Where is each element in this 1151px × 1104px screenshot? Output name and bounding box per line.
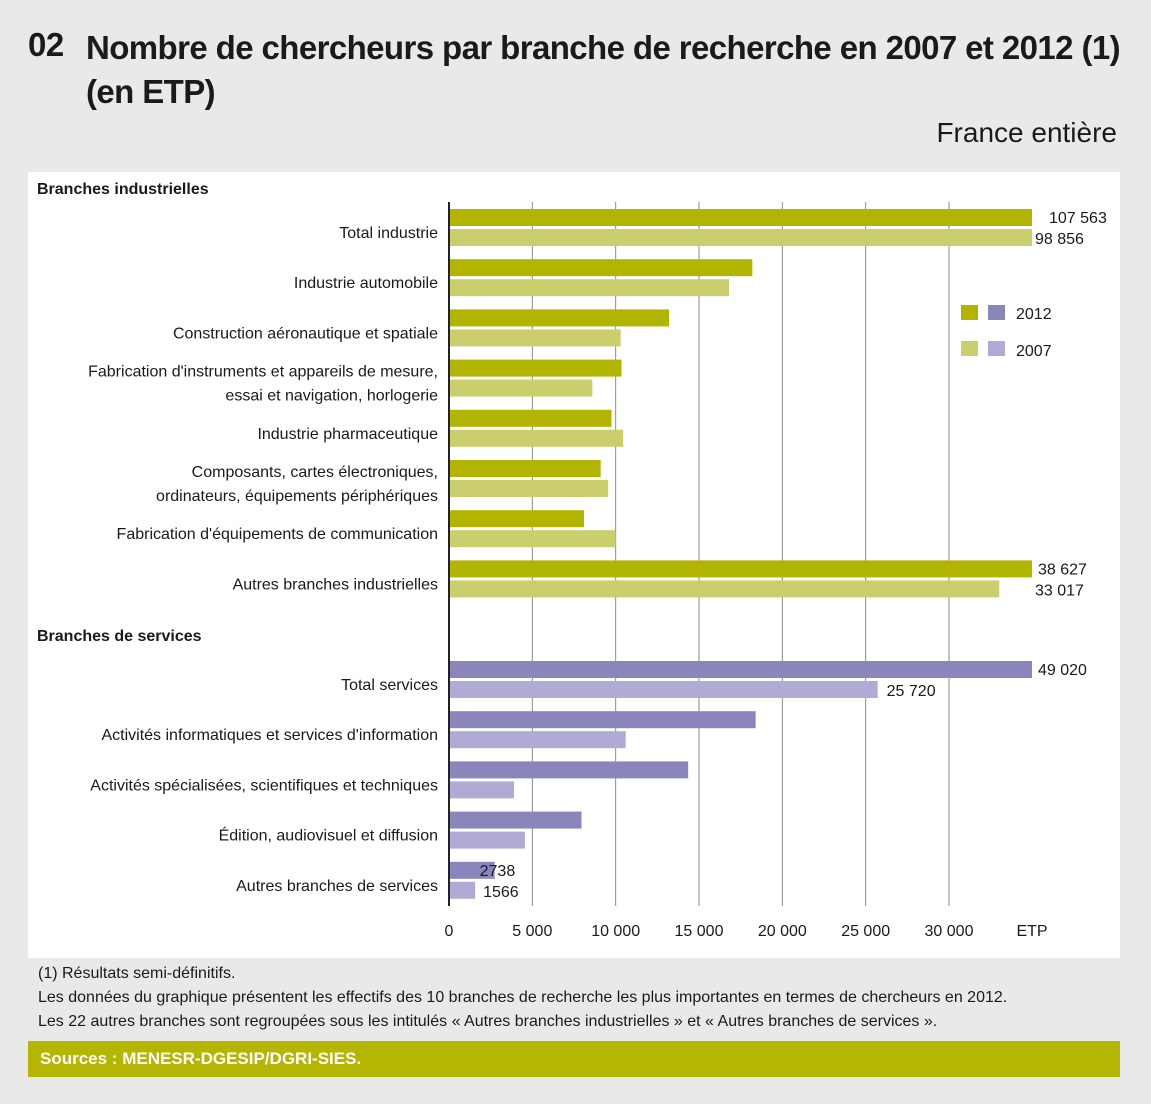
bar-2012 xyxy=(449,861,495,879)
bar-2007 xyxy=(449,681,878,698)
category-label: Total services xyxy=(341,677,438,694)
bar-2007 xyxy=(449,279,729,297)
footnote-2: Les données du graphique présentent les … xyxy=(38,989,1008,1006)
x-tick-label: 25 000 xyxy=(841,923,890,940)
bar-2007 xyxy=(449,580,1000,598)
bar-2007 xyxy=(449,731,626,749)
bar-2012 xyxy=(449,510,584,528)
bar-2012 xyxy=(449,661,1032,678)
legend-label-2012: 2012 xyxy=(1016,306,1052,323)
bar-2007 xyxy=(449,480,609,497)
footnote-1: (1) Résultats semi-définitifs. xyxy=(38,965,236,982)
sources-bar: Sources : MENESR-DGESIP/DGRI-SIES. xyxy=(28,1041,1120,1077)
value-label-2007: 33 017 xyxy=(1035,582,1084,599)
category-label: Fabrication d'équipements de communicati… xyxy=(117,526,438,543)
legend-label-2007: 2007 xyxy=(1016,343,1052,360)
category-label: Composants, cartes électroniques, xyxy=(192,464,438,481)
value-label-2012: 38 627 xyxy=(1038,561,1087,578)
x-tick-label: 0 xyxy=(445,923,454,940)
bar-2007 xyxy=(449,881,476,899)
x-axis-label: ETP xyxy=(1016,923,1047,940)
bar-chart: 0 5 000 10 000 15 000 20 000 25 000 30 000 ETP B… xyxy=(37,181,1107,940)
value-label-2007: 98 856 xyxy=(1035,231,1084,248)
x-tick-label: 30 000 xyxy=(925,923,974,940)
value-label-2012: 107 563 xyxy=(1049,210,1107,227)
bar-2007 xyxy=(449,229,1032,246)
footnotes: (1) Résultats semi-définitifs. Les donné… xyxy=(38,962,1007,1034)
category-label: Édition, audiovisuel et diffusion xyxy=(219,826,438,845)
x-tick-label: 5 000 xyxy=(512,923,552,940)
bar-2012 xyxy=(449,259,753,277)
x-tick-label: 10 000 xyxy=(591,923,640,940)
category-label: Autres branches industrielles xyxy=(233,576,438,593)
bar-2012 xyxy=(449,409,612,427)
category-label: Fabrication d'instruments et appareils d… xyxy=(88,364,438,381)
bar-2012 xyxy=(449,761,689,779)
value-label-2007: 1566 xyxy=(483,884,519,901)
footnote-3: Les 22 autres branches sont regroupées s… xyxy=(38,1013,938,1030)
value-label-2007: 25 720 xyxy=(887,683,936,700)
category-label: Total industrie xyxy=(339,225,438,242)
figure-number: 02 xyxy=(28,26,64,63)
bar-2012 xyxy=(449,560,1032,578)
bar-2012 xyxy=(449,460,601,477)
category-label: Autres branches de services xyxy=(236,878,438,895)
x-tick-label: 15 000 xyxy=(675,923,724,940)
legend-swatch-serv2012 xyxy=(988,305,1005,320)
bar-2007 xyxy=(449,781,514,799)
legend-swatch-ind2007 xyxy=(961,341,978,356)
x-tick-label: 20 000 xyxy=(758,923,807,940)
bar-2012 xyxy=(449,359,622,377)
legend-swatch-ind2012 xyxy=(961,305,978,320)
category-label: Industrie pharmaceutique xyxy=(257,426,438,443)
category-label: Activités informatiques et services d'in… xyxy=(101,727,438,744)
legend-swatch-serv2007 xyxy=(988,341,1005,356)
bar-2012 xyxy=(449,811,582,829)
bar-2007 xyxy=(449,379,593,397)
bar-2007 xyxy=(449,429,624,447)
value-label-2012: 2738 xyxy=(480,863,516,880)
value-label-2012: 49 020 xyxy=(1038,662,1087,679)
bar-2007 xyxy=(449,530,616,548)
bar-2012 xyxy=(449,309,669,327)
bar-2012 xyxy=(449,711,756,729)
bar-2007 xyxy=(449,831,525,849)
category-label: Industrie automobile xyxy=(294,275,438,292)
chart-panel: 0 5 000 10 000 15 000 20 000 25 000 30 000 ETP B… xyxy=(28,172,1120,958)
category-label: Activités spécialisées, scientifiques et… xyxy=(90,777,438,794)
group-header: Branches industrielles xyxy=(37,181,209,198)
category-label: ordinateurs, équipements périphériques xyxy=(156,488,438,505)
group-header: Branches de services xyxy=(37,628,202,645)
geographic-scope: France entière xyxy=(936,117,1117,148)
bar-2012 xyxy=(449,209,1032,226)
chart-title: Nombre de chercheurs par branche de rech… xyxy=(86,29,1121,110)
bar-2007 xyxy=(449,329,621,347)
category-label: Construction aéronautique et spatiale xyxy=(173,325,438,342)
category-label: essai et navigation, horlogerie xyxy=(225,388,438,405)
